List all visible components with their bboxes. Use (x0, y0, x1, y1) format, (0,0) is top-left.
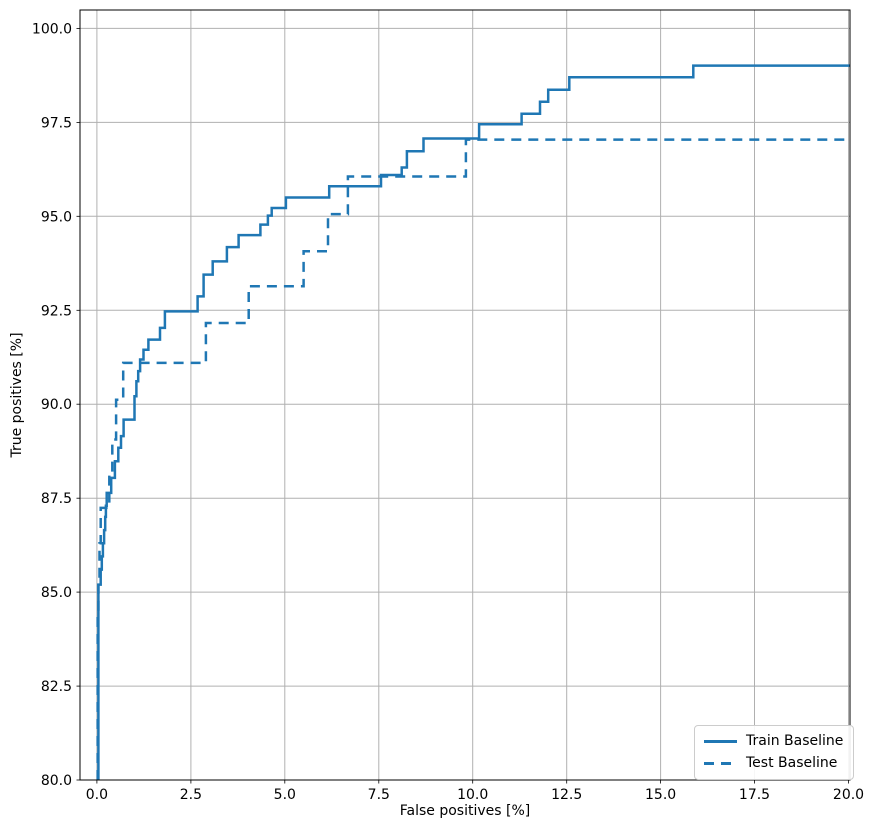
svg-text:2.5: 2.5 (180, 787, 202, 803)
svg-text:92.5: 92.5 (41, 303, 72, 319)
legend: Train Baseline Test Baseline (694, 725, 855, 780)
train-line-sample (704, 740, 737, 743)
svg-text:100.0: 100.0 (32, 21, 72, 37)
axis-ticks (76, 27, 849, 784)
plot-border (79, 9, 851, 781)
x-axis-label: False positives [%] (399, 803, 531, 819)
svg-text:20.0: 20.0 (833, 787, 864, 803)
svg-text:97.5: 97.5 (41, 115, 72, 131)
svg-text:5.0: 5.0 (274, 787, 296, 803)
svg-text:95.0: 95.0 (41, 209, 72, 225)
svg-text:7.5: 7.5 (368, 787, 390, 803)
series-lines (96, 64, 850, 780)
svg-text:12.5: 12.5 (551, 787, 582, 803)
svg-text:0.0: 0.0 (86, 787, 108, 803)
svg-text:87.5: 87.5 (41, 491, 72, 507)
svg-text:80.0: 80.0 (41, 773, 72, 789)
y-axis-label: True positives [%] (9, 332, 25, 458)
gridlines (80, 10, 850, 781)
svg-text:17.5: 17.5 (739, 787, 770, 803)
legend-label-train: Train Baseline (746, 733, 844, 749)
test-line-sample (704, 762, 737, 765)
legend-item-test: Test Baseline (704, 755, 843, 772)
tick-labels: 0.0 2.5 5.0 7.5 10.0 12.5 15.0 17.5 20.0 80.0 82.5… (32, 21, 864, 803)
svg-text:10.0: 10.0 (457, 787, 488, 803)
svg-text:90.0: 90.0 (41, 397, 72, 413)
legend-label-test: Test Baseline (746, 755, 838, 771)
svg-text:15.0: 15.0 (645, 787, 676, 803)
svg-text:82.5: 82.5 (41, 679, 72, 695)
legend-item-train: Train Baseline (704, 733, 843, 750)
svg-text:85.0: 85.0 (41, 585, 72, 601)
